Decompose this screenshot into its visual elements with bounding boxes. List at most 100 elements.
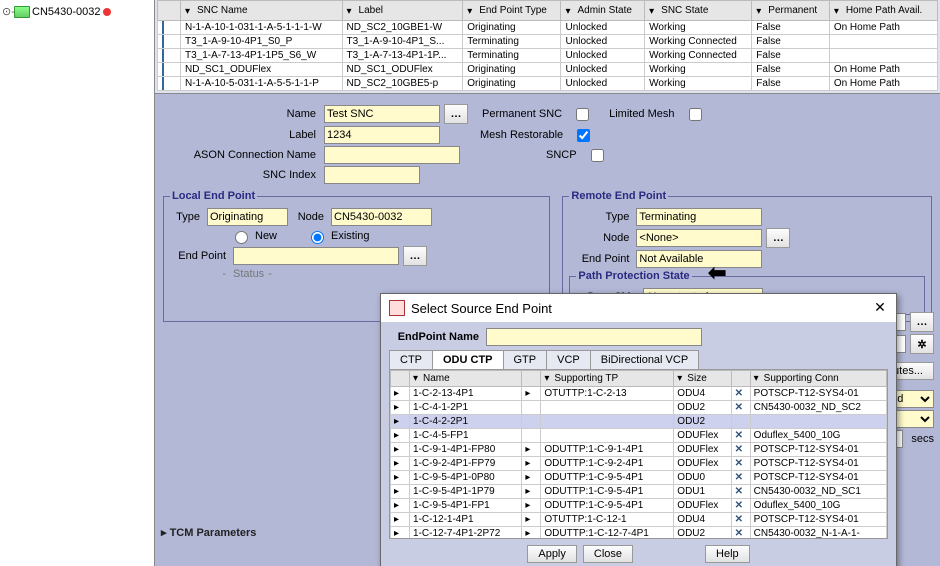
endpoint-row[interactable]: ▸1-C-9-5-4P1-0P80▸ODUTTP:1-C-9-5-4P1ODU0… [391, 471, 887, 485]
endpoint-row[interactable]: ▸1-C-9-1-4P1-FP80▸ODUTTP:1-C-9-1-4P1ODUF… [391, 443, 887, 457]
endpoint-col-header[interactable]: ▾Name [410, 371, 522, 387]
close-button[interactable]: Close [583, 545, 633, 563]
filter-icon[interactable]: ▾ [544, 373, 554, 383]
supporting-tp-cell [541, 429, 674, 443]
dialog-close-button[interactable]: ✕ [872, 300, 888, 316]
tree-node[interactable]: ⊙- CN5430-0032 [2, 4, 152, 19]
endpoint-row[interactable]: ▸1-C-9-5-4P1-FP1▸ODUTTP:1-C-9-5-4P1ODUFl… [391, 499, 887, 513]
filter-icon[interactable]: ▾ [649, 6, 659, 16]
ason-input[interactable] [324, 146, 460, 164]
name-browse-button[interactable]: … [444, 104, 468, 124]
endpoint-row[interactable]: ▸1-C-12-7-4P1-2P72▸ODUTTP:1-C-12-7-4P1OD… [391, 527, 887, 540]
limited-mesh-label: Limited Mesh [609, 108, 678, 120]
conn-x-icon[interactable]: ✕ [735, 472, 743, 483]
side-gear-button[interactable]: ✲ [910, 334, 934, 354]
conn-x-icon[interactable]: ✕ [735, 500, 743, 511]
table-cell: ND_SC2_10GBE1-W [342, 21, 463, 35]
tab-bidirectional-vcp[interactable]: BiDirectional VCP [590, 350, 699, 369]
name-input[interactable] [324, 105, 440, 123]
remote-endpoint-input[interactable] [636, 250, 762, 268]
side-browse-1[interactable]: … [910, 312, 934, 332]
tp-icon: ▸ [525, 458, 535, 468]
endpoint-col-header[interactable]: ▾Supporting TP [541, 371, 674, 387]
tree-expand-icon[interactable]: ⊙- [2, 5, 12, 18]
endpoint-row[interactable]: ▸1-C-2-13-4P1▸OTUTTP:1-C-2-13ODU4✕POTSCP… [391, 387, 887, 401]
epname-input[interactable] [486, 328, 702, 346]
snc-col-header[interactable]: ▾SNC Name [181, 1, 343, 21]
conn-x-icon[interactable]: ✕ [735, 388, 743, 399]
snc-col-header[interactable]: ▾SNC State [645, 1, 752, 21]
endpoint-row[interactable]: ▸1-C-4-2-2P1ODU2 [391, 415, 887, 429]
filter-icon[interactable]: ▾ [754, 373, 764, 383]
sncp-checkbox[interactable] [591, 149, 604, 162]
endpoint-row[interactable]: ▸1-C-4-5-FP1ODUFlex✕Oduflex_5400_10G [391, 429, 887, 443]
table-cell: ND_SC2_10GBE5-p [342, 77, 463, 91]
filter-icon[interactable]: ▾ [467, 6, 477, 16]
table-row[interactable]: T3_1-A-9-10-4P1_S0_PT3_1-A-9-10-4P1_S...… [158, 35, 938, 49]
nav-tree[interactable]: ⊙- CN5430-0032 [0, 0, 155, 566]
remote-type-input[interactable] [636, 208, 762, 226]
table-row[interactable]: N-1-A-10-5-031-1-A-5-5-1-1-PND_SC2_10GBE… [158, 77, 938, 91]
snc-col-header[interactable]: ▾Home Path Avail. [829, 1, 937, 21]
endpoint-col-header[interactable]: ▾Size [674, 371, 731, 387]
remote-node-browse-button[interactable]: … [766, 228, 790, 248]
endpoint-table[interactable]: ▾Name ▾Supporting TP▾Size ▾Supporting Conn… [390, 370, 887, 539]
endpoint-row[interactable]: ▸1-C-9-5-4P1-1P79▸ODUTTP:1-C-9-5-4P1ODU1… [391, 485, 887, 499]
conn-x-icon[interactable]: ✕ [735, 528, 743, 539]
local-node-input[interactable] [331, 208, 432, 226]
tp-icon: ▸ [525, 486, 535, 496]
size-cell: ODU0 [674, 471, 731, 485]
filter-icon[interactable]: ▾ [185, 6, 195, 16]
conn-x-icon[interactable]: ✕ [735, 486, 743, 497]
tab-vcp[interactable]: VCP [546, 350, 591, 369]
filter-icon[interactable]: ▾ [347, 6, 357, 16]
sncindex-input[interactable] [324, 166, 420, 184]
label-input[interactable] [324, 126, 440, 144]
local-endpoint-browse-button[interactable]: … [403, 246, 427, 266]
table-row[interactable]: T3_1-A-7-13-4P1-1P5_S6_WT3_1-A-7-13-4P1-… [158, 49, 938, 63]
table-cell: Unlocked [561, 21, 645, 35]
table-cell: Unlocked [561, 35, 645, 49]
snc-col-header[interactable]: ▾End Point Type [463, 1, 561, 21]
snc-col-header[interactable]: ▾Permanent [752, 1, 830, 21]
remote-node-input[interactable] [636, 229, 762, 247]
snc-col-header[interactable]: ▾Admin State [561, 1, 645, 21]
permanent-snc-checkbox[interactable] [576, 108, 589, 121]
tab-ctp[interactable]: CTP [389, 350, 433, 369]
new-radio[interactable] [235, 231, 248, 244]
filter-icon[interactable]: ▾ [565, 6, 575, 16]
tab-gtp[interactable]: GTP [503, 350, 548, 369]
endpoint-row[interactable]: ▸1-C-9-2-4P1-FP79▸ODUTTP:1-C-9-2-4P1ODUF… [391, 457, 887, 471]
limited-mesh-checkbox[interactable] [689, 108, 702, 121]
snc-col-header[interactable]: ▾Label [342, 1, 463, 21]
conn-x-icon[interactable]: ✕ [735, 444, 743, 455]
endpoint-col-header[interactable]: ▾Supporting Conn [750, 371, 886, 387]
endpoint-row[interactable]: ▸1-C-12-1-4P1▸OTUTTP:1-C-12-1ODU4✕POTSCP… [391, 513, 887, 527]
table-row[interactable]: N-1-A-10-1-031-1-A-5-1-1-1-WND_SC2_10GBE… [158, 21, 938, 35]
conn-x-icon[interactable]: ✕ [735, 458, 743, 469]
local-endpoint-input[interactable] [233, 247, 399, 265]
filter-icon[interactable]: ▾ [413, 373, 423, 383]
tab-odu-ctp[interactable]: ODU CTP [432, 350, 504, 369]
endpoint-name-cell: 1-C-12-1-4P1 [410, 513, 522, 527]
conn-x-icon[interactable]: ✕ [735, 402, 743, 413]
tcm-parameters-label[interactable]: TCM Parameters [170, 527, 257, 539]
snc-table[interactable]: ▾SNC Name▾Label▾End Point Type▾Admin Sta… [157, 0, 938, 91]
existing-radio[interactable] [311, 231, 324, 244]
local-type-input[interactable] [207, 208, 288, 226]
endpoint-table-container[interactable]: ▾Name ▾Supporting TP▾Size ▾Supporting Conn… [389, 369, 888, 539]
help-button[interactable]: Help [705, 545, 750, 563]
mesh-restorable-checkbox[interactable] [577, 129, 590, 142]
filter-icon[interactable]: ▾ [834, 6, 844, 16]
supporting-conn-cell [750, 415, 886, 429]
filter-icon[interactable]: ▾ [756, 6, 766, 16]
conn-x-icon[interactable]: ✕ [735, 514, 743, 525]
conn-x-icon[interactable]: ✕ [735, 430, 743, 441]
filter-icon[interactable]: ▾ [677, 373, 687, 383]
table-row[interactable]: ND_SC1_ODUFlexND_SC1_ODUFlexOriginatingU… [158, 63, 938, 77]
apply-button[interactable]: Apply [527, 545, 577, 563]
table-cell: Unlocked [561, 49, 645, 63]
port-icon: ▸ [394, 472, 404, 482]
size-cell: ODU2 [674, 527, 731, 540]
endpoint-row[interactable]: ▸1-C-4-1-2P1ODU2✕CN5430-0032_ND_SC2 [391, 401, 887, 415]
